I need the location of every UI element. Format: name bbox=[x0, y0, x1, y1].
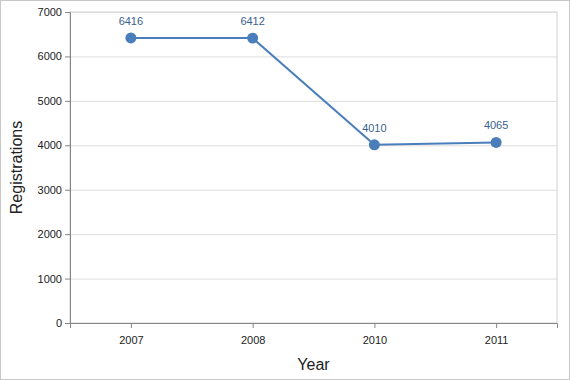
grid bbox=[70, 13, 557, 324]
y-tick-mark bbox=[65, 101, 70, 102]
data-label: 4010 bbox=[362, 122, 386, 134]
x-axis-title: Year bbox=[297, 356, 330, 373]
y-tick: 7000 bbox=[38, 6, 70, 18]
y-tick-label: 1000 bbox=[38, 273, 62, 285]
grid-line bbox=[70, 56, 557, 57]
y-axis: 0 1000 2000 3000 4000 5000 6000 7000 bbox=[38, 6, 71, 329]
x-tick: 2010 bbox=[363, 323, 387, 346]
chart: 0 1000 2000 3000 4000 5000 6000 7000 2007 2008 201… bbox=[0, 0, 570, 380]
y-tick: 1000 bbox=[38, 273, 70, 285]
marker bbox=[369, 139, 380, 150]
y-tick-mark bbox=[65, 190, 70, 191]
x-tick-mark bbox=[496, 323, 497, 328]
grid-line bbox=[70, 101, 557, 102]
x-axis: 2007 2008 2010 2011 bbox=[71, 323, 558, 346]
y-tick: 0 bbox=[56, 317, 70, 329]
x-tick-mark bbox=[253, 323, 254, 328]
grid-line bbox=[70, 145, 557, 146]
background bbox=[1, 1, 570, 380]
marker bbox=[125, 32, 136, 43]
data-labels: 6416 6412 4010 4065 bbox=[119, 15, 509, 134]
plot: 0 1000 2000 3000 4000 5000 6000 7000 2007 2008 201… bbox=[38, 6, 558, 346]
grid-line bbox=[70, 12, 557, 13]
y-tick-label: 0 bbox=[56, 317, 62, 329]
y-tick-label: 3000 bbox=[38, 184, 62, 196]
x-tick-mark bbox=[131, 323, 132, 328]
x-axis-line bbox=[71, 324, 558, 329]
y-tick: 3000 bbox=[38, 184, 70, 196]
marker bbox=[247, 33, 258, 44]
y-axis-line bbox=[65, 13, 71, 324]
y-tick-label: 6000 bbox=[38, 50, 62, 62]
grid-line bbox=[70, 234, 557, 235]
x-tick-label: 2008 bbox=[241, 334, 265, 346]
marks bbox=[125, 32, 501, 150]
x-tick-label: 2007 bbox=[119, 334, 143, 346]
y-tick-mark bbox=[65, 56, 70, 57]
y-tick-mark bbox=[65, 279, 70, 280]
data-label: 6416 bbox=[119, 15, 143, 27]
y-tick-label: 4000 bbox=[38, 139, 62, 151]
y-tick-mark bbox=[65, 234, 70, 235]
y-tick: 2000 bbox=[38, 228, 70, 240]
y-tick: 4000 bbox=[38, 139, 70, 151]
y-tick-label: 2000 bbox=[38, 228, 62, 240]
data-label: 4065 bbox=[484, 119, 508, 131]
x-tick: 2007 bbox=[119, 323, 143, 346]
plot-frame bbox=[70, 12, 557, 323]
x-tick-label: 2010 bbox=[363, 334, 387, 346]
y-axis-title: Registrations bbox=[8, 121, 25, 214]
x-tick-label: 2011 bbox=[485, 334, 509, 346]
y-tick: 6000 bbox=[38, 50, 70, 62]
grid-line bbox=[70, 190, 557, 191]
x-tick: 2011 bbox=[485, 323, 509, 346]
x-tick-mark bbox=[374, 323, 375, 328]
marker bbox=[491, 137, 502, 148]
y-tick-label: 5000 bbox=[38, 95, 62, 107]
data-label: 6412 bbox=[240, 15, 264, 27]
grid-line bbox=[70, 279, 557, 280]
y-tick-mark bbox=[65, 323, 70, 324]
y-tick: 5000 bbox=[38, 95, 70, 107]
y-tick-mark bbox=[65, 12, 70, 13]
line bbox=[131, 38, 496, 145]
y-tick-label: 7000 bbox=[38, 6, 62, 18]
y-tick-mark bbox=[65, 145, 70, 146]
x-tick: 2008 bbox=[241, 323, 265, 346]
